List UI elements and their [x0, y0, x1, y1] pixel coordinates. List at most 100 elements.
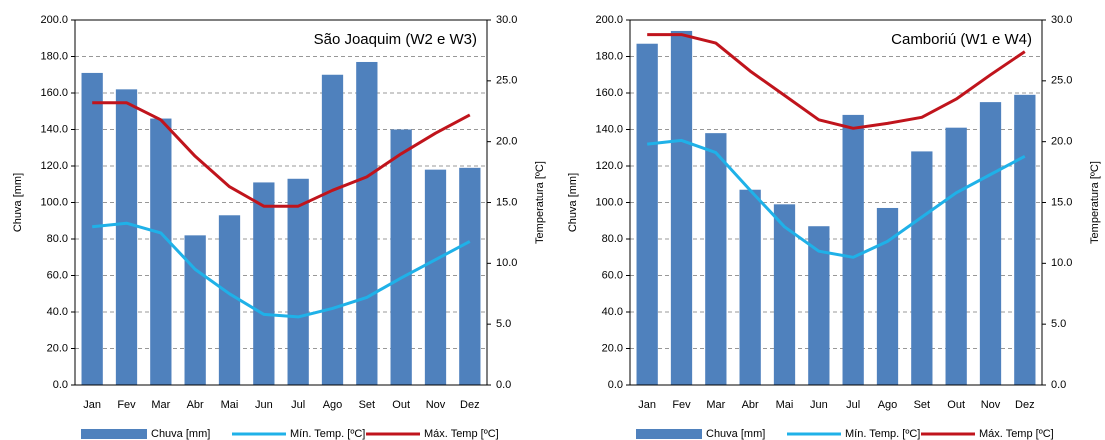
bar [911, 151, 933, 385]
x-tick-label: Ago [323, 399, 343, 411]
legend-label: Chuva [mm] [706, 428, 765, 440]
x-tick-label: Nov [426, 399, 446, 411]
x-tick-label: Jun [255, 399, 273, 411]
x-tick-label: Jun [810, 399, 828, 411]
legend-swatch [636, 429, 702, 439]
bar [876, 207, 899, 385]
y-tick-label: 180.0 [40, 50, 68, 62]
bar [253, 182, 275, 385]
bar [670, 30, 693, 385]
bar [705, 133, 727, 385]
y2-tick-label: 30.0 [496, 14, 517, 26]
chart: 0.0 20.0 40.0 60.0 80.0 100.0 120.0 140.0 160.0 1… [12, 14, 546, 440]
y2-tick-label: 5.0 [1051, 318, 1066, 330]
x-tick-label: Fev [117, 399, 136, 411]
y-tick-label: 160.0 [595, 87, 623, 99]
x-tick-label: Dez [460, 399, 480, 411]
bar [424, 169, 447, 385]
y2-tick-label: 0.0 [496, 379, 511, 391]
y2-axis-label: Temperatura [ºC] [534, 161, 546, 244]
line [92, 221, 471, 319]
y2-tick-label: 15.0 [496, 196, 517, 208]
y-axis-label: Chuva [mm] [567, 173, 579, 232]
y-tick-label: 20.0 [47, 342, 68, 354]
line [647, 138, 1026, 259]
legend-label: Mín. Temp. [ºC] [845, 428, 920, 440]
bar [739, 189, 761, 385]
y-tick-label: 140.0 [40, 123, 68, 135]
y-tick-label: 0.0 [53, 379, 68, 391]
y-tick-label: 100.0 [40, 196, 68, 208]
chart: 0.0 20.0 40.0 60.0 80.0 100.0 120.0 140.0 160.0 1… [567, 14, 1101, 440]
y-axis-label: Chuva [mm] [12, 173, 24, 232]
bar [321, 74, 344, 385]
y-tick-label: 100.0 [595, 196, 623, 208]
bar [115, 89, 138, 385]
y-tick-label: 60.0 [602, 269, 623, 281]
y-tick-label: 20.0 [602, 342, 623, 354]
bar [1014, 94, 1036, 385]
y2-tick-label: 20.0 [496, 136, 517, 148]
y-tick-label: 80.0 [602, 233, 623, 245]
bar [945, 127, 967, 386]
x-tick-label: Ago [878, 399, 898, 411]
y2-tick-label: 25.0 [1051, 75, 1072, 87]
bar [81, 72, 103, 386]
bar [356, 61, 378, 385]
x-tick-label: Set [914, 399, 931, 411]
x-tick-label: Nov [981, 399, 1001, 411]
y-tick-label: 180.0 [595, 50, 623, 62]
y-tick-label: 120.0 [40, 160, 68, 172]
y-tick-label: 140.0 [595, 123, 623, 135]
y2-tick-label: 0.0 [1051, 379, 1066, 391]
bar [390, 129, 412, 385]
line [92, 101, 471, 208]
legend-label: Máx. Temp [ºC] [424, 428, 499, 440]
x-tick-label: Out [947, 399, 965, 411]
y-tick-label: 80.0 [47, 233, 68, 245]
x-tick-label: Mar [151, 399, 170, 411]
x-tick-label: Mai [776, 399, 794, 411]
y2-tick-label: 10.0 [496, 257, 517, 269]
y2-tick-label: 20.0 [1051, 136, 1072, 148]
x-tick-label: Out [392, 399, 410, 411]
y2-tick-label: 5.0 [496, 318, 511, 330]
chart-title: Camboriú (W1 e W4) [891, 31, 1032, 48]
legend-label: Máx. Temp [ºC] [979, 428, 1054, 440]
bar [842, 114, 864, 386]
y2-tick-label: 25.0 [496, 75, 517, 87]
legend-label: Chuva [mm] [151, 428, 210, 440]
chart-title: São Joaquim (W2 e W3) [314, 31, 477, 48]
x-tick-label: Dez [1015, 399, 1035, 411]
x-tick-label: Mai [221, 399, 239, 411]
plot-border [629, 19, 1043, 386]
y-tick-label: 60.0 [47, 269, 68, 281]
bar [636, 43, 658, 385]
y2-tick-label: 15.0 [1051, 196, 1072, 208]
x-tick-label: Fev [672, 399, 691, 411]
legend-swatch [81, 429, 147, 439]
y-tick-label: 200.0 [595, 14, 623, 26]
x-tick-label: Abr [187, 399, 204, 411]
x-tick-label: Set [359, 399, 376, 411]
bar [459, 167, 481, 385]
plot-border [74, 19, 488, 386]
line [647, 33, 1026, 130]
bar [218, 215, 241, 385]
y-tick-label: 40.0 [602, 306, 623, 318]
bar [287, 178, 309, 385]
y-tick-label: 120.0 [595, 160, 623, 172]
bar [184, 235, 206, 385]
x-tick-label: Abr [742, 399, 759, 411]
y-tick-label: 200.0 [40, 14, 68, 26]
x-tick-label: Jul [291, 399, 305, 411]
y-tick-label: 160.0 [40, 87, 68, 99]
bar [808, 226, 830, 385]
y-tick-label: 40.0 [47, 306, 68, 318]
bar [150, 118, 172, 386]
x-tick-label: Mar [706, 399, 725, 411]
y2-tick-label: 10.0 [1051, 257, 1072, 269]
x-tick-label: Jan [83, 399, 101, 411]
y-tick-label: 0.0 [608, 379, 623, 391]
y2-tick-label: 30.0 [1051, 14, 1072, 26]
